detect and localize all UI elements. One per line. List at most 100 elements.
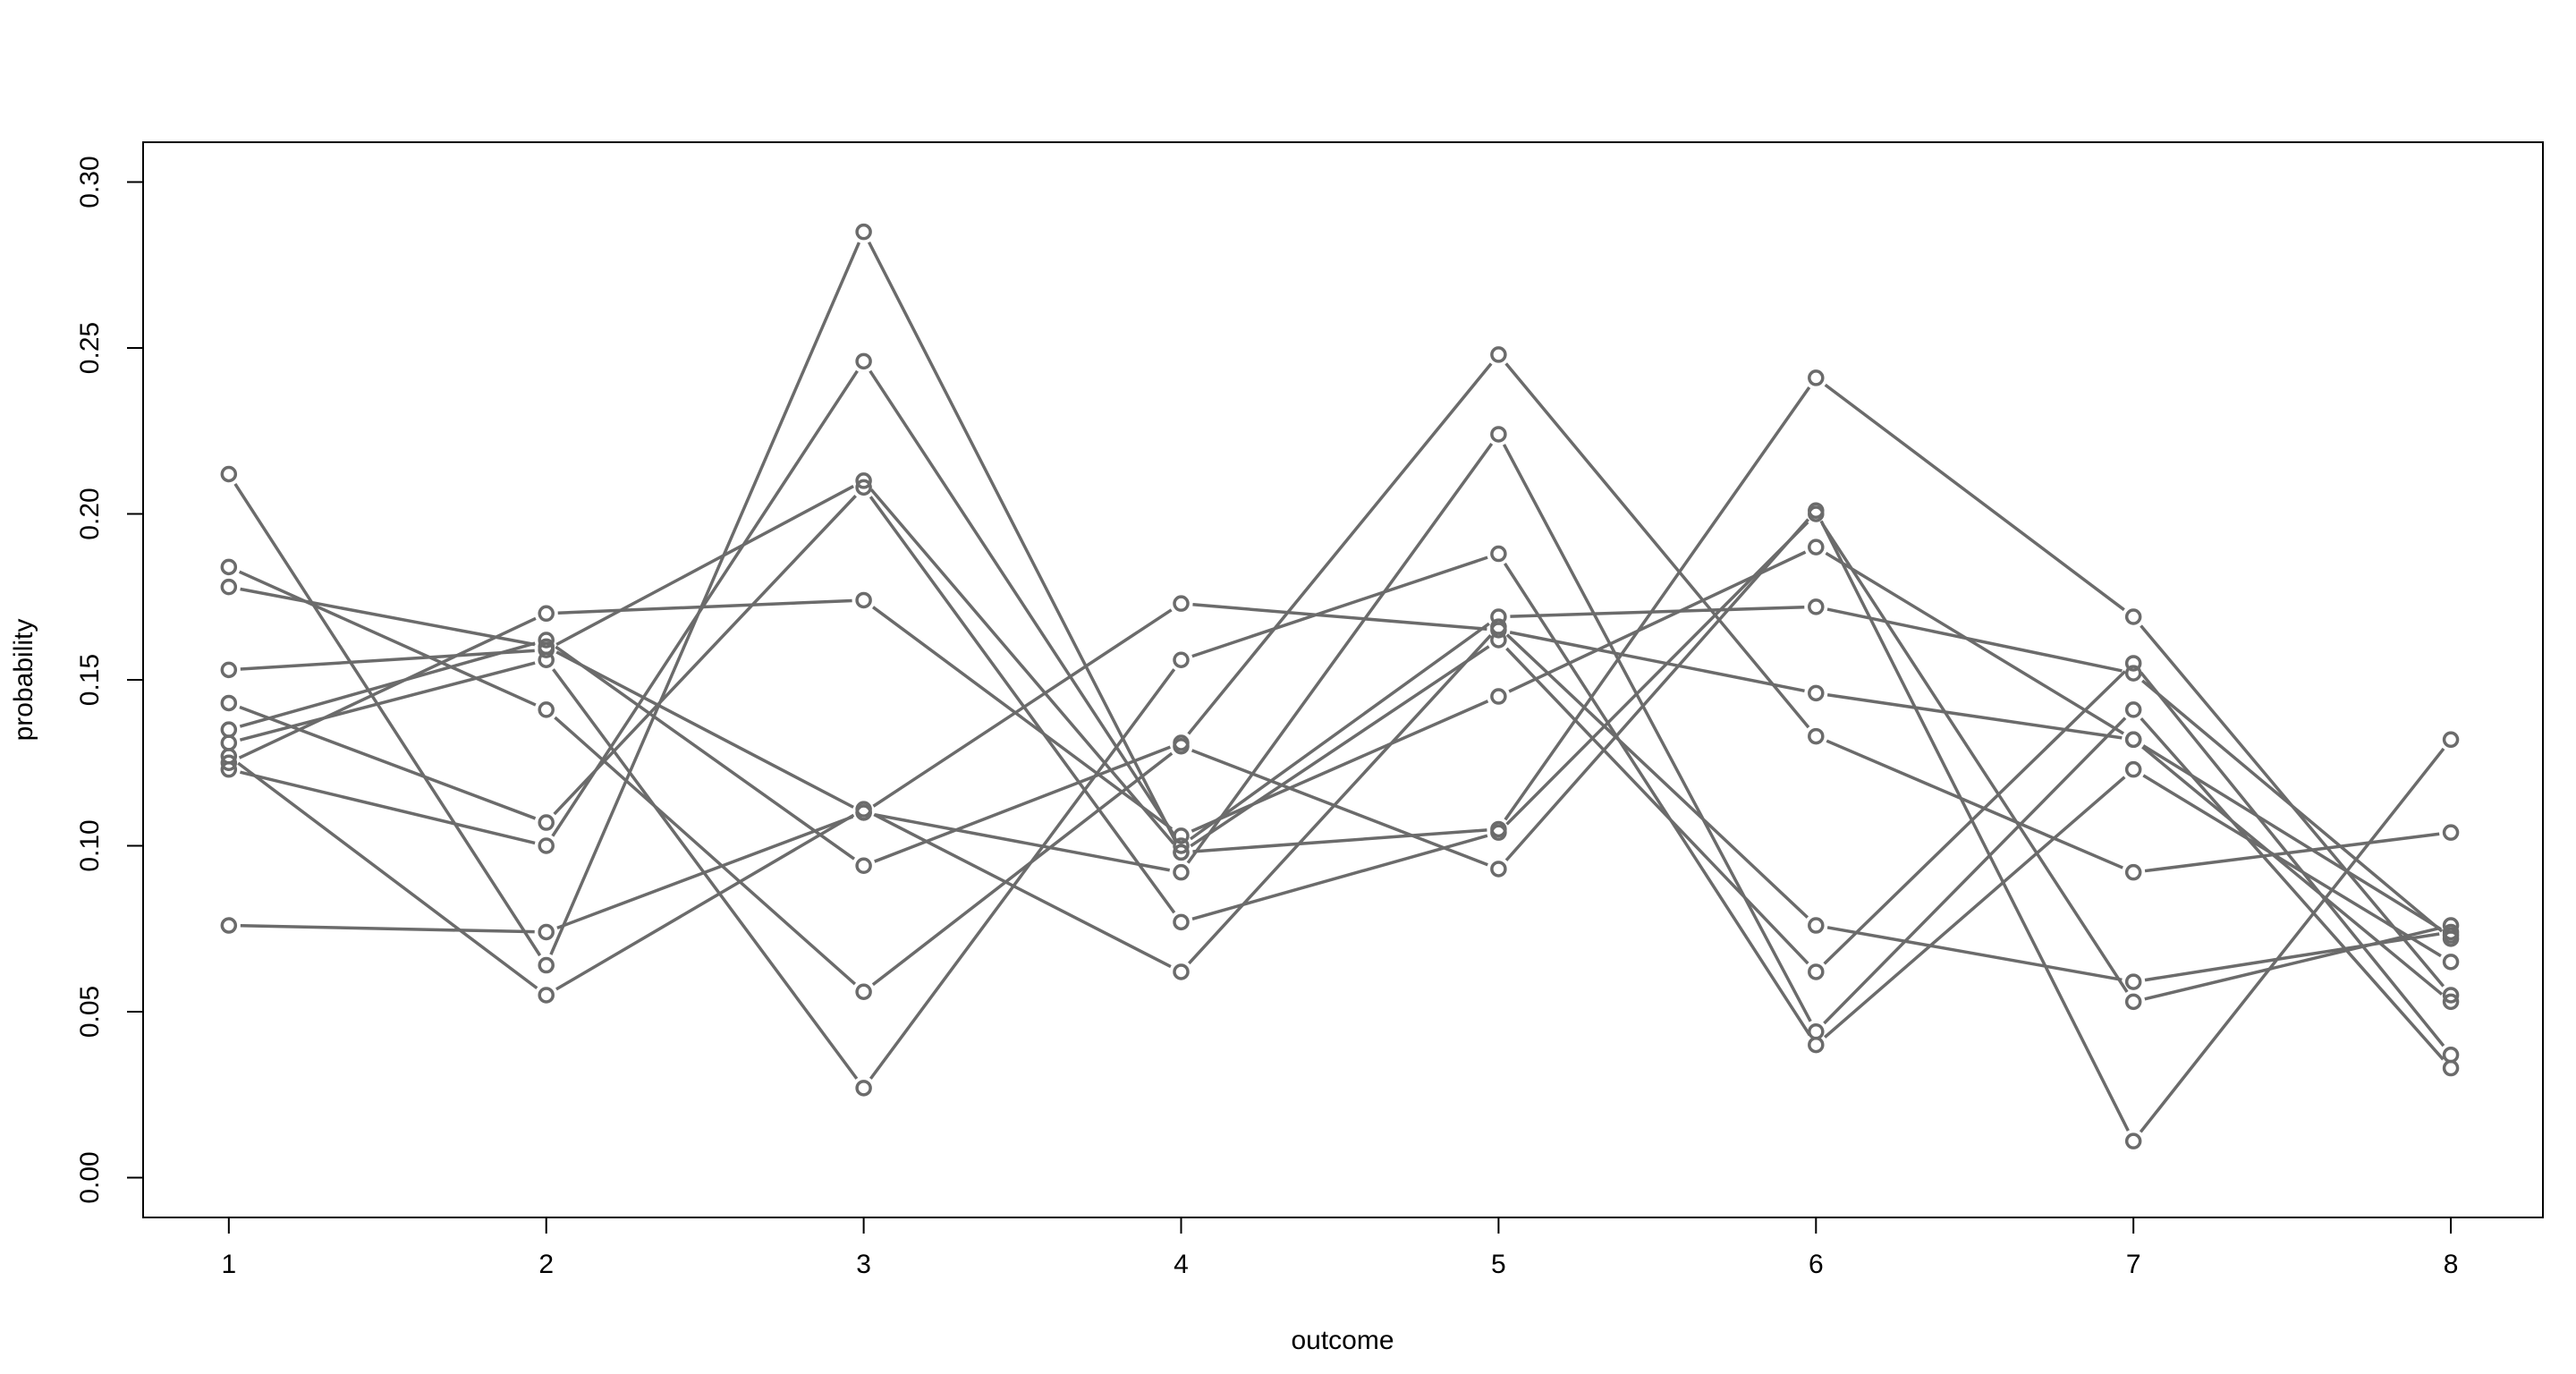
data-point — [2124, 655, 2142, 672]
series-4 — [220, 472, 2460, 1064]
series-line-segment — [2141, 679, 2444, 933]
series-line-segment — [1823, 776, 2126, 1039]
series-line-segment — [2141, 745, 2444, 996]
data-point — [1808, 963, 1825, 980]
data-point — [855, 352, 872, 370]
x-tick-label: 8 — [2444, 1250, 2459, 1279]
series-line-segment — [240, 587, 536, 647]
series-line-segment — [1192, 828, 1487, 853]
data-point — [1173, 651, 1190, 668]
series-line-segment — [555, 484, 854, 647]
data-point — [2124, 863, 2142, 881]
data-point — [2442, 824, 2460, 841]
series-11 — [220, 595, 2460, 944]
data-point — [855, 223, 872, 241]
series-line-segment — [1505, 647, 1809, 965]
data-point — [855, 479, 872, 496]
data-point — [2442, 1046, 2460, 1064]
data-point — [1173, 913, 1190, 931]
series-6 — [220, 346, 2460, 881]
x-tick-label: 2 — [538, 1250, 554, 1279]
series-line-segment — [1188, 634, 1492, 965]
series-line-segment — [1502, 444, 1812, 1022]
series-line-segment — [867, 241, 1178, 844]
series-line-segment — [2144, 932, 2440, 982]
x-tick-label: 4 — [1174, 1250, 1189, 1279]
x-tick-label: 3 — [856, 1250, 871, 1279]
data-point — [855, 1080, 872, 1097]
series-line-segment — [1187, 362, 1493, 735]
data-point — [855, 983, 872, 1000]
data-point — [220, 694, 238, 712]
series-line-segment — [1819, 520, 2130, 1132]
series-line-segment — [2142, 744, 2442, 931]
data-point — [220, 661, 238, 679]
series-line-segment — [549, 242, 861, 955]
data-point — [220, 558, 238, 576]
series-line-segment — [1826, 692, 2123, 740]
series-line-segment — [557, 598, 852, 615]
series-line-segment — [1505, 633, 1809, 919]
data-point — [1808, 1036, 1825, 1054]
series-line-segment — [869, 488, 1175, 845]
data-point — [855, 857, 872, 875]
series-line-segment — [240, 924, 535, 934]
series-line-segment — [556, 815, 854, 930]
series-9 — [220, 539, 2460, 1011]
data-point — [1173, 595, 1190, 612]
series-line-segment — [1820, 522, 2129, 993]
y-tick-label: 0.00 — [75, 1151, 105, 1203]
series-layer — [220, 223, 2460, 1149]
series-line-segment — [1510, 606, 1805, 618]
series-line-segment — [872, 606, 1174, 831]
data-point — [220, 465, 238, 483]
data-point — [538, 956, 555, 974]
series-line-segment — [551, 369, 859, 837]
series-line-segment — [1186, 442, 1494, 864]
data-point — [1173, 844, 1190, 861]
series-line-segment — [240, 649, 535, 671]
series-line-segment — [1191, 700, 1489, 833]
data-point — [2124, 993, 2142, 1011]
data-point — [1808, 505, 1825, 522]
series-line-segment — [1191, 749, 1488, 867]
x-axis: 1 2 3 4 5 6 7 8 — [221, 1217, 2458, 1279]
data-point — [538, 701, 555, 718]
series-line-segment — [875, 813, 1171, 872]
series-line-segment — [1190, 645, 1490, 848]
data-point — [855, 472, 872, 489]
y-axis-title: probability — [9, 619, 38, 742]
series-line-segment — [2144, 832, 2440, 873]
series-10 — [220, 352, 2460, 947]
x-tick-label: 6 — [1809, 1250, 1824, 1279]
series-line-segment — [238, 616, 537, 759]
data-point — [538, 641, 555, 658]
data-point — [1490, 622, 1507, 639]
data-point — [1808, 598, 1825, 615]
series-line-segment — [555, 650, 854, 809]
data-point — [2124, 608, 2142, 625]
series-line-segment — [873, 813, 1172, 969]
data-point — [2442, 954, 2460, 971]
data-point — [538, 651, 555, 668]
data-point — [1173, 963, 1190, 980]
series-line-segment — [1191, 556, 1488, 658]
data-point — [1808, 369, 1825, 386]
series-line-segment — [1505, 521, 1809, 826]
data-point — [1490, 545, 1507, 563]
data-point — [1490, 426, 1507, 443]
y-tick-label: 0.20 — [75, 488, 105, 539]
data-point — [2442, 987, 2460, 1004]
series-line-segment — [237, 761, 538, 990]
series-line-segment — [1192, 603, 1487, 632]
data-point — [220, 754, 238, 771]
x-axis-title: outcome — [1291, 1326, 1394, 1355]
series-line-segment — [553, 495, 857, 816]
series-line-segment — [2140, 671, 2445, 1047]
series-line-segment — [1504, 362, 1810, 729]
data-point — [2124, 731, 2142, 749]
series-line-segment — [2142, 774, 2442, 958]
data-point — [220, 760, 238, 778]
y-tick-label: 0.05 — [75, 986, 105, 1038]
